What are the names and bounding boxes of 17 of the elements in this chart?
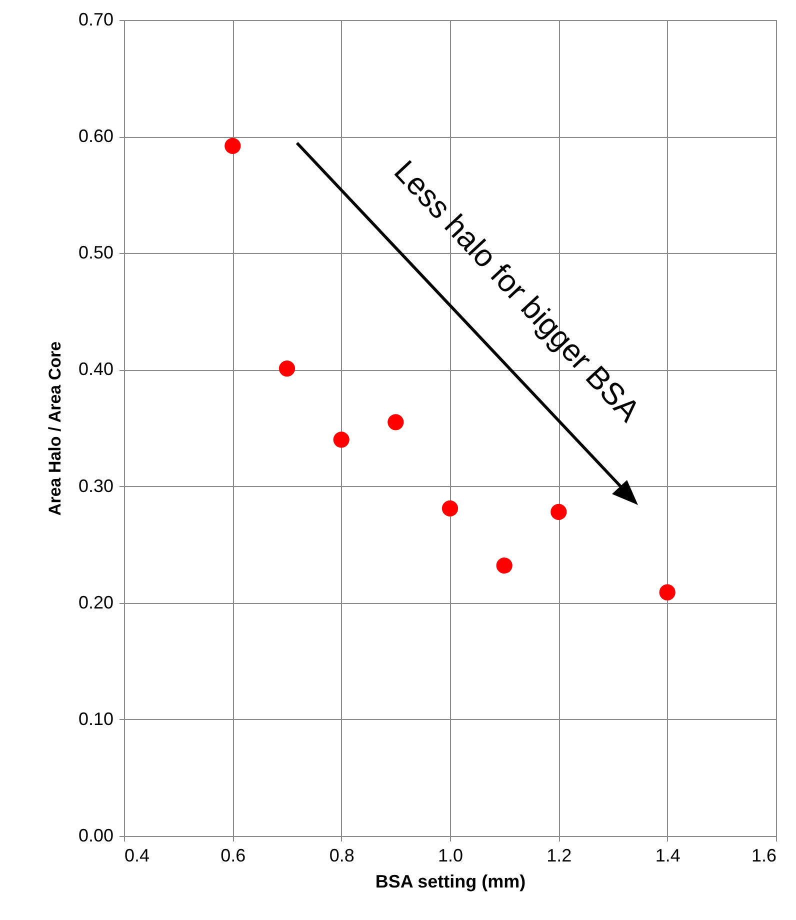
y-tick-label: 0.30	[78, 476, 114, 496]
y-tick-label: 0.50	[78, 242, 114, 263]
y-tick-label: 0.40	[78, 359, 114, 380]
x-tick-label: 1.4	[655, 846, 680, 866]
x-axis-title: BSA setting (mm)	[375, 872, 526, 892]
y-tick-label: 0.00	[78, 826, 114, 846]
y-axis-title: Area Halo / Area Core	[45, 341, 64, 516]
x-tick-label: 1.0	[438, 846, 464, 866]
x-tick-label: 0.4	[124, 846, 150, 866]
y-tick-label: 0.70	[78, 10, 114, 30]
x-tick-label: 0.8	[329, 846, 354, 866]
x-tick-label: 1.2	[546, 846, 572, 866]
x-tick-label: 0.6	[220, 846, 246, 866]
y-tick-label: 0.10	[78, 708, 114, 729]
y-tick-label: 0.60	[78, 126, 114, 146]
x-tick-label: 1.6	[751, 846, 776, 866]
y-tick-label: 0.20	[78, 592, 114, 612]
